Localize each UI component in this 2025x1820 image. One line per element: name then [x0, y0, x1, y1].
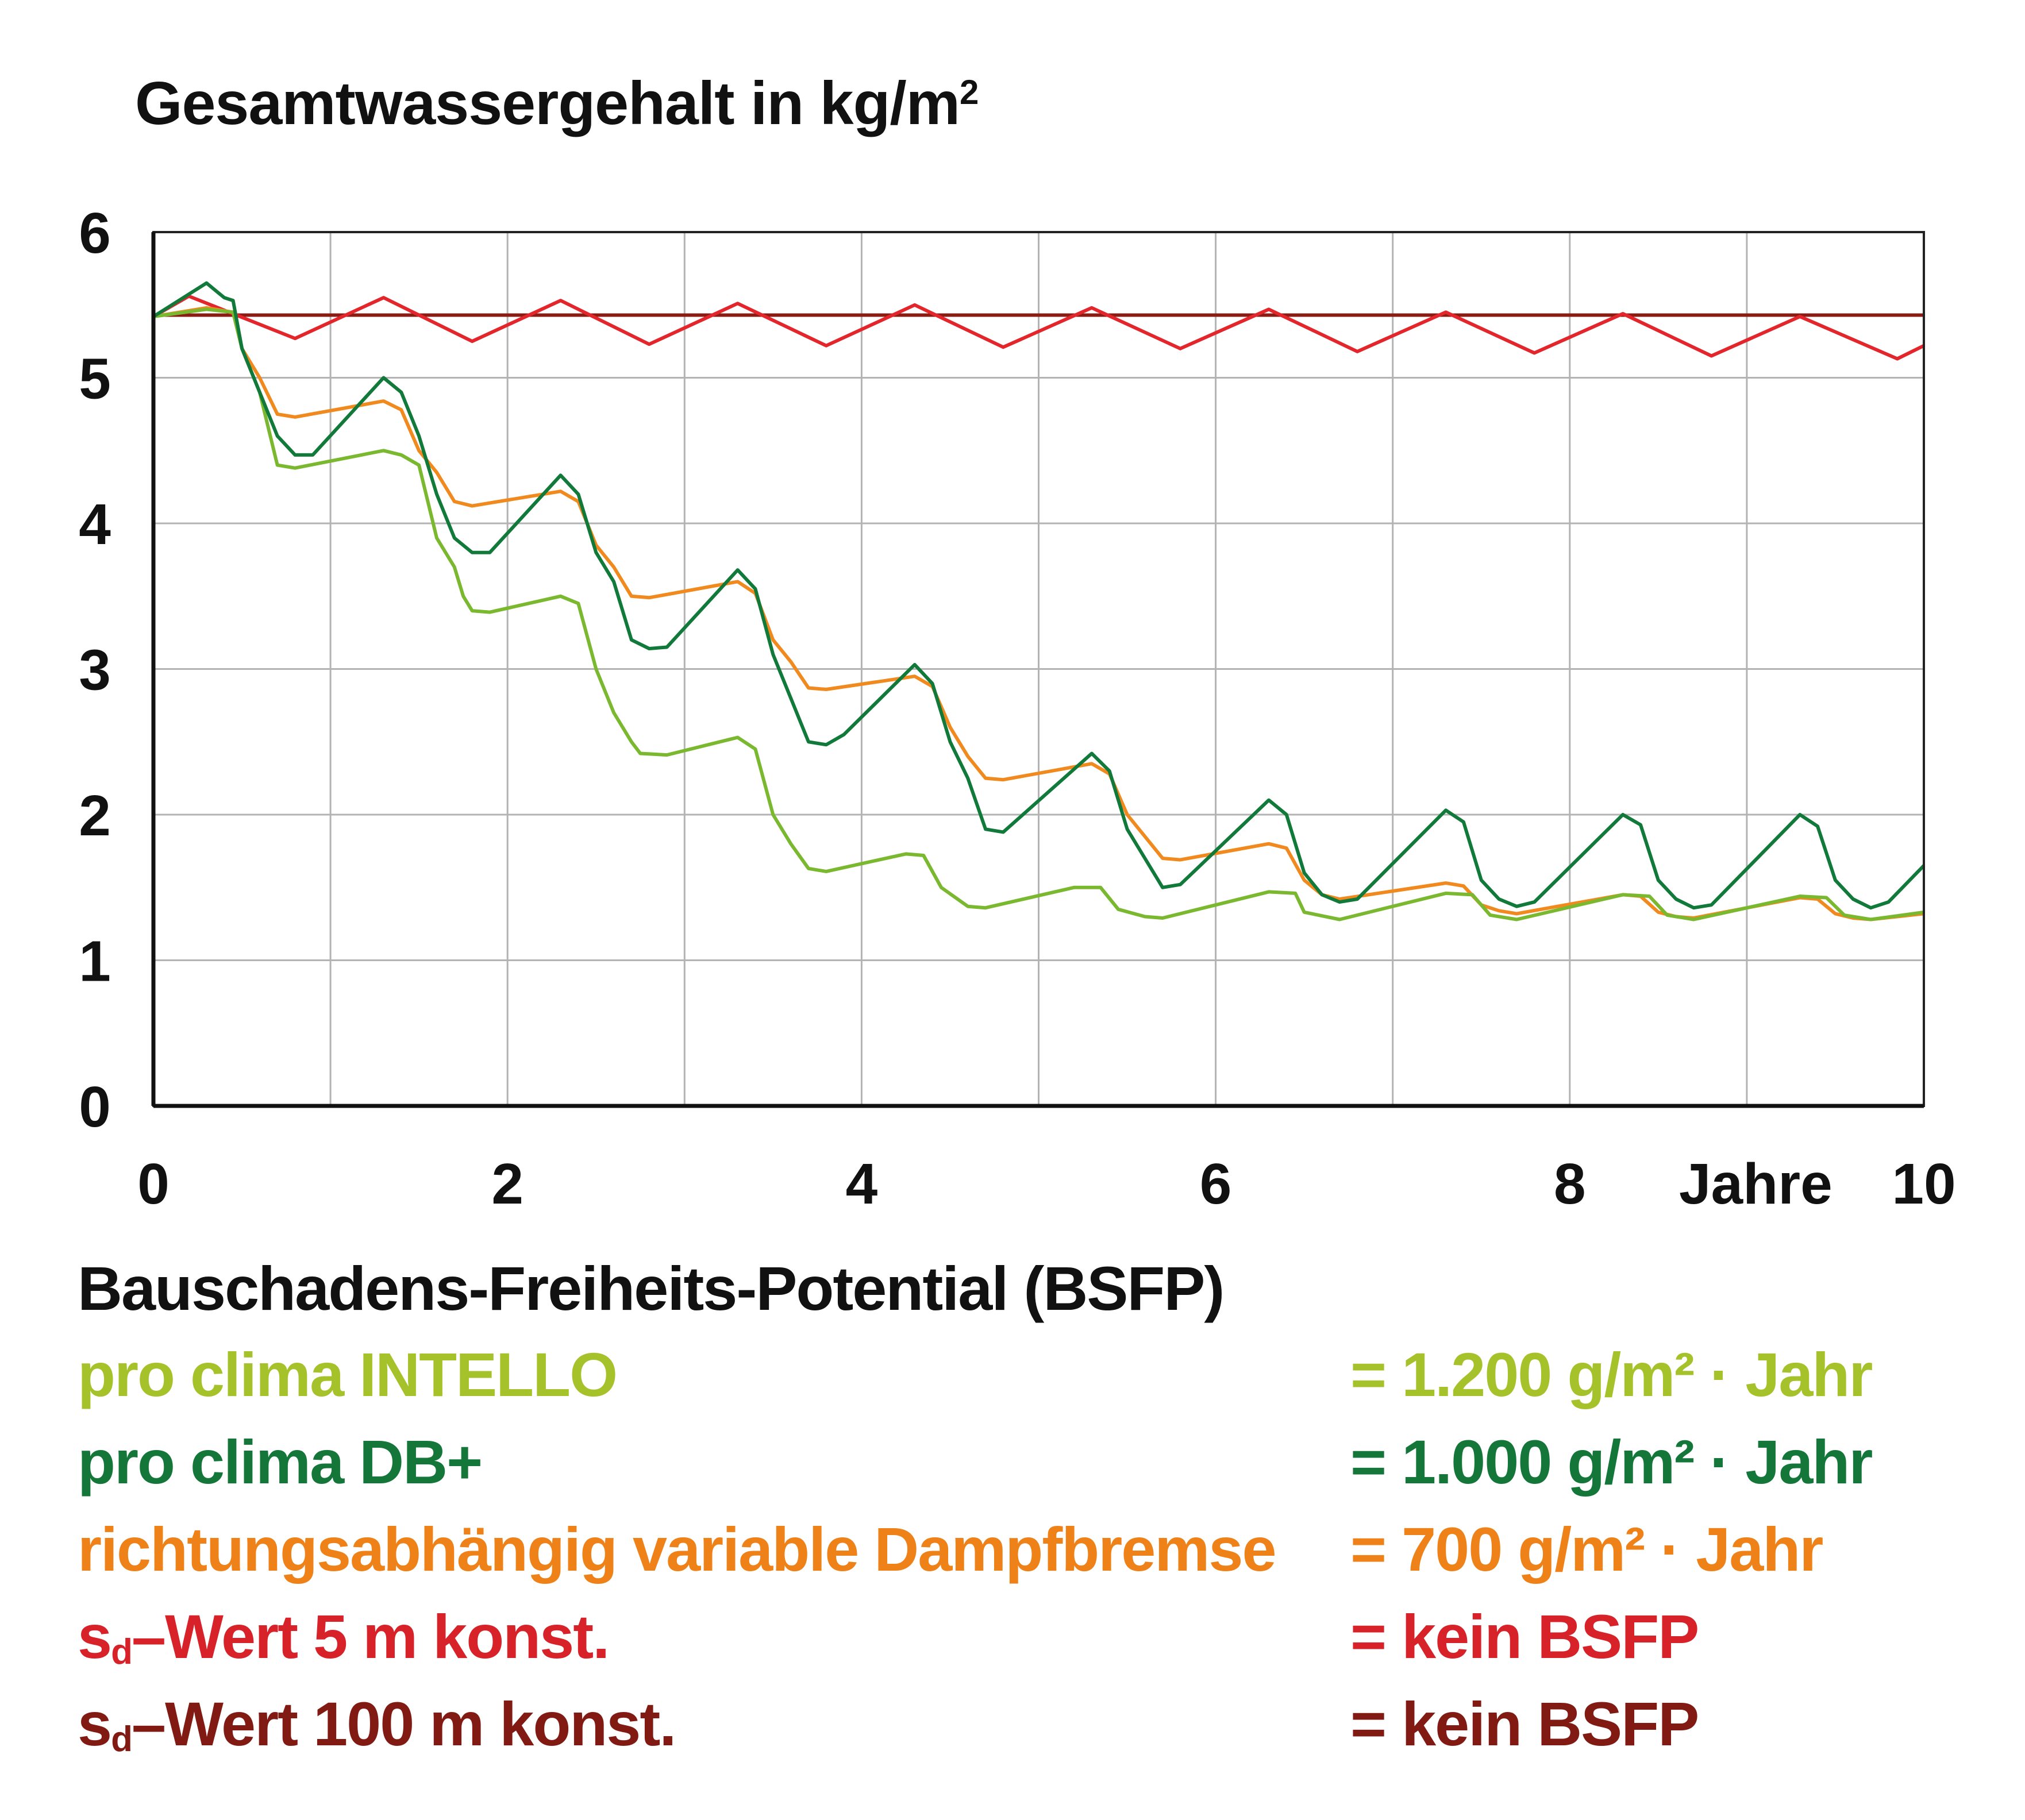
grid	[153, 232, 1924, 1106]
legend-item-intello: pro clima INTELLO = 1.200 g/m² · Jahr	[78, 1339, 1974, 1426]
label-rest: –Wert 5 m konst.	[131, 1602, 610, 1671]
legend-item-sd-100m: sd–Wert 100 m konst. = kein BSFP	[78, 1688, 1974, 1775]
legend-label: richtungsabhängig variable Dampfbremse	[78, 1514, 1277, 1584]
line-chart: 0 1 2 3 4 5 6 0 2 4 6 8 10 Jahre	[79, 201, 1955, 1216]
series-line-1	[152, 294, 1925, 361]
axes	[151, 231, 1925, 1108]
y-tick-label: 6	[79, 201, 111, 265]
label-subscript: d	[111, 1719, 133, 1759]
x-axis-label: Jahre	[1679, 1152, 1832, 1216]
legend-label: sd–Wert 5 m konst.	[78, 1601, 610, 1672]
chart-title-superscript: 2	[960, 73, 979, 111]
series-line-3	[153, 307, 1924, 921]
legend-value: = kein BSFP	[1350, 1602, 1699, 1671]
legend-label: pro clima INTELLO	[78, 1340, 618, 1409]
y-tick-label: 4	[79, 492, 111, 557]
legend-label: sd–Wert 100 m konst.	[78, 1688, 676, 1760]
y-tick-label: 3	[79, 638, 111, 703]
legend-value: = 1.200 g/m² · Jahr	[1350, 1340, 1873, 1409]
legend-item-sd-5m: sd–Wert 5 m konst. = kein BSFP	[78, 1601, 1974, 1688]
series-lines	[152, 281, 1926, 921]
x-tick-label: 10	[1892, 1152, 1955, 1216]
y-tick-label: 2	[79, 784, 111, 848]
legend-title: Bauschadens-Freiheits-Potential (BSFP)	[78, 1254, 1225, 1323]
chart-title: Gesamtwassergehalt in kg/m2	[135, 69, 979, 138]
legend: Bauschadens-Freiheits-Potential (BSFP) p…	[78, 1252, 1974, 1775]
label-rest: –Wert 100 m konst.	[131, 1689, 676, 1759]
x-tick-label: 4	[846, 1152, 878, 1216]
legend-value: = 1.000 g/m² · Jahr	[1350, 1427, 1873, 1497]
chart-title-text: Gesamtwassergehalt in kg/m	[135, 70, 960, 137]
x-tick-label: 0	[137, 1152, 170, 1216]
y-tick-label: 1	[79, 930, 111, 994]
x-tick-label: 2	[491, 1152, 523, 1216]
legend-item-variable-vapour-retarder: richtungsabhängig variable Dampfbremse =…	[78, 1513, 1974, 1601]
y-tick-label: 5	[79, 347, 111, 411]
label-subscript: d	[111, 1632, 133, 1672]
legend-item-db-plus: pro clima DB+ = 1.000 g/m² · Jahr	[78, 1426, 1974, 1513]
tick-labels: 0 1 2 3 4 5 6 0 2 4 6 8 10 Jahre	[79, 201, 1955, 1216]
label-main: s	[78, 1602, 112, 1671]
x-tick-label: 6	[1200, 1152, 1232, 1216]
label-main: s	[78, 1689, 112, 1759]
legend-value: = kein BSFP	[1350, 1689, 1699, 1759]
x-tick-label: 8	[1554, 1152, 1586, 1216]
legend-value: = 700 g/m² · Jahr	[1350, 1514, 1823, 1584]
y-tick-label: 0	[79, 1075, 111, 1139]
series-line-4	[152, 281, 1926, 910]
legend-label: pro clima DB+	[78, 1427, 483, 1497]
